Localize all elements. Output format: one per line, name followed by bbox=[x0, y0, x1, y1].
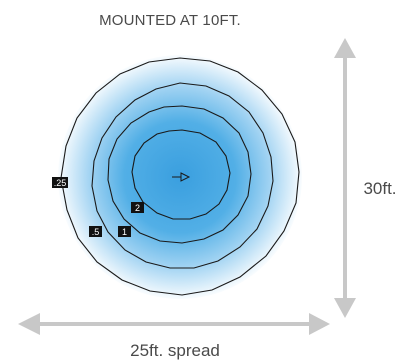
height-arrow bbox=[334, 38, 356, 318]
spread-label: 25ft. spread bbox=[130, 341, 220, 360]
ring-label-1: 1 bbox=[118, 226, 131, 237]
ring-1 bbox=[107, 105, 252, 244]
ring-label-2: 2 bbox=[131, 202, 144, 213]
ring-05 bbox=[91, 82, 274, 269]
ring-2 bbox=[131, 129, 231, 220]
ring-025 bbox=[60, 57, 300, 296]
ring-label-text: .5 bbox=[92, 227, 100, 237]
ring-label-text: 2 bbox=[135, 203, 140, 213]
diagram-title: MOUNTED AT 10FT. bbox=[99, 12, 241, 29]
height-label: 30ft. bbox=[363, 179, 396, 198]
spread-arrow bbox=[18, 313, 330, 335]
ring-label-text: .25 bbox=[54, 178, 67, 188]
ring-label-05: .5 bbox=[89, 226, 102, 237]
arrow-right-icon bbox=[172, 172, 191, 182]
ring-label-025: .25 bbox=[52, 177, 68, 188]
ring-label-text: 1 bbox=[122, 227, 127, 237]
